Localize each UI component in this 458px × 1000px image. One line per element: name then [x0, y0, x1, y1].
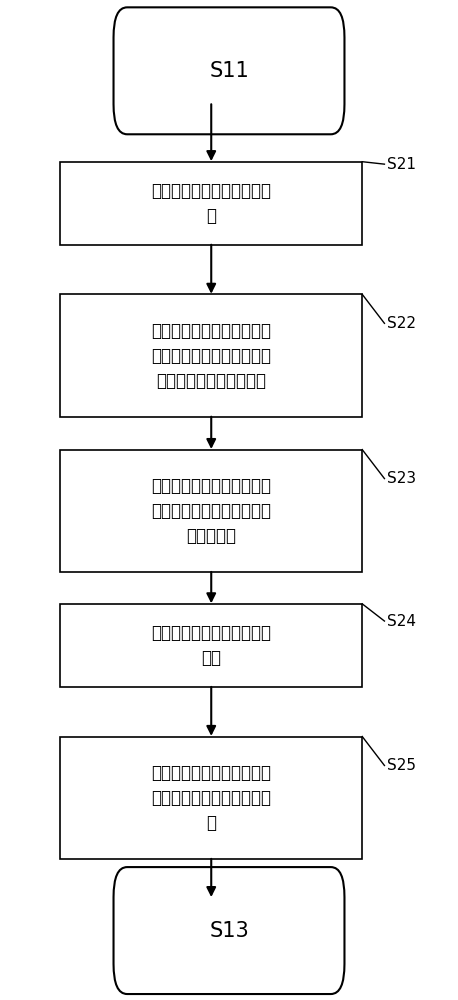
Text: S11: S11	[209, 61, 249, 81]
Text: S13: S13	[209, 921, 249, 941]
Bar	[60, 450, 362, 572]
FancyBboxPatch shape	[114, 867, 344, 994]
Text: S22: S22	[387, 316, 416, 331]
Text: 根据计算的次数与预设时间
段计算出所述眼睛眨动的频
率: 根据计算的次数与预设时间 段计算出所述眼睛眨动的频 率	[151, 764, 271, 832]
Bar	[60, 604, 362, 687]
Text: 识别出所述图像中的眼部图
像状态，所述眼部图像状态
包括闭眼状态和睁眼状态: 识别出所述图像中的眼部图 像状态，所述眼部图像状态 包括闭眼状态和睁眼状态	[151, 322, 271, 390]
FancyBboxPatch shape	[114, 7, 344, 134]
Text: 提取预设时间段内的所述图
像: 提取预设时间段内的所述图 像	[151, 182, 271, 225]
Text: S21: S21	[387, 157, 416, 172]
Text: S24: S24	[387, 614, 416, 629]
Text: 若相邻的两幅图像的眼部图
像状态不一致时，计算为眼
睛眨动一次: 若相邻的两幅图像的眼部图 像状态不一致时，计算为眼 睛眨动一次	[151, 477, 271, 545]
Bar	[60, 162, 362, 245]
Bar	[60, 737, 362, 859]
Bar	[60, 294, 362, 417]
Text: S25: S25	[387, 758, 416, 773]
Text: S23: S23	[387, 471, 416, 486]
Text: 计算预设时间段眼睛眨动的
次数: 计算预设时间段眼睛眨动的 次数	[151, 624, 271, 667]
